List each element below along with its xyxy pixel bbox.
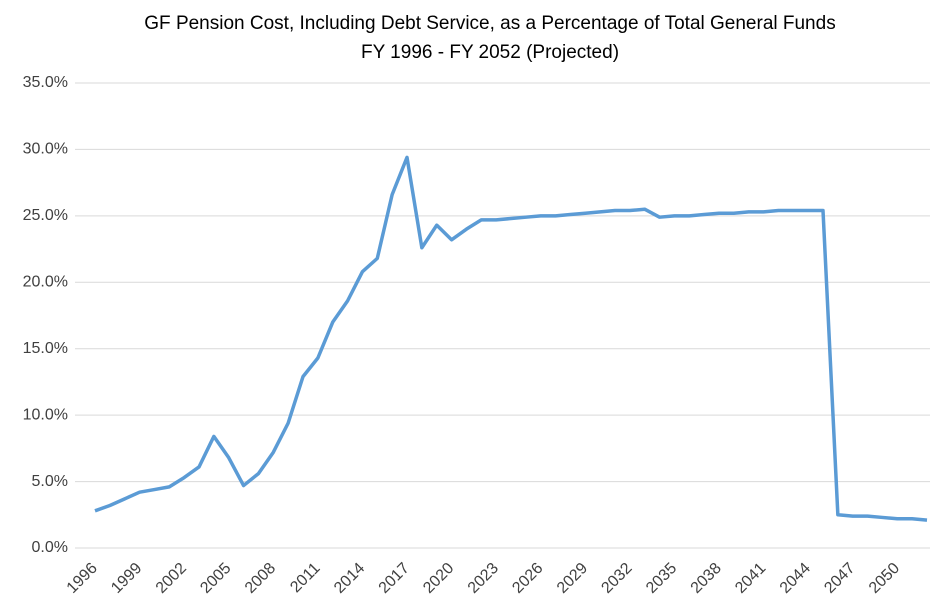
- x-tick-label: 2023: [465, 560, 502, 597]
- x-tick-label: 1996: [64, 560, 101, 597]
- x-tick-label: 2026: [509, 560, 546, 597]
- x-tick-label: 2050: [866, 560, 903, 597]
- y-tick-label: 0.0%: [32, 539, 68, 556]
- x-tick-label: 2014: [331, 560, 368, 597]
- x-tick-label: 2041: [732, 560, 769, 597]
- x-tick-label: 2005: [197, 560, 234, 597]
- x-tick-label: 2038: [688, 560, 725, 597]
- y-tick-label: 10.0%: [23, 406, 68, 423]
- x-tick-label: 2011: [287, 560, 323, 596]
- y-tick-label: 35.0%: [23, 74, 68, 91]
- x-tick-label: 2008: [242, 560, 279, 597]
- x-tick-label: 2002: [153, 560, 190, 597]
- chart-title: GF Pension Cost, Including Debt Service,…: [144, 13, 835, 34]
- data-line: [94, 155, 928, 522]
- y-tick-label: 5.0%: [32, 473, 68, 490]
- x-tick-label: 1999: [108, 560, 145, 597]
- y-tick-label: 25.0%: [23, 207, 68, 224]
- x-tick-label: 2032: [598, 560, 635, 597]
- x-tick-label: 2029: [554, 560, 591, 597]
- x-tick-label: 2020: [420, 560, 457, 597]
- y-tick-label: 20.0%: [23, 274, 68, 291]
- x-tick-label: 2035: [643, 560, 680, 597]
- y-tick-label: 30.0%: [23, 141, 68, 158]
- x-tick-label: 2017: [376, 560, 413, 597]
- y-tick-label: 15.0%: [23, 340, 68, 357]
- x-tick-label: 2047: [821, 560, 858, 597]
- chart-subtitle: FY 1996 - FY 2052 (Projected): [361, 42, 619, 63]
- x-tick-label: 2044: [777, 560, 814, 597]
